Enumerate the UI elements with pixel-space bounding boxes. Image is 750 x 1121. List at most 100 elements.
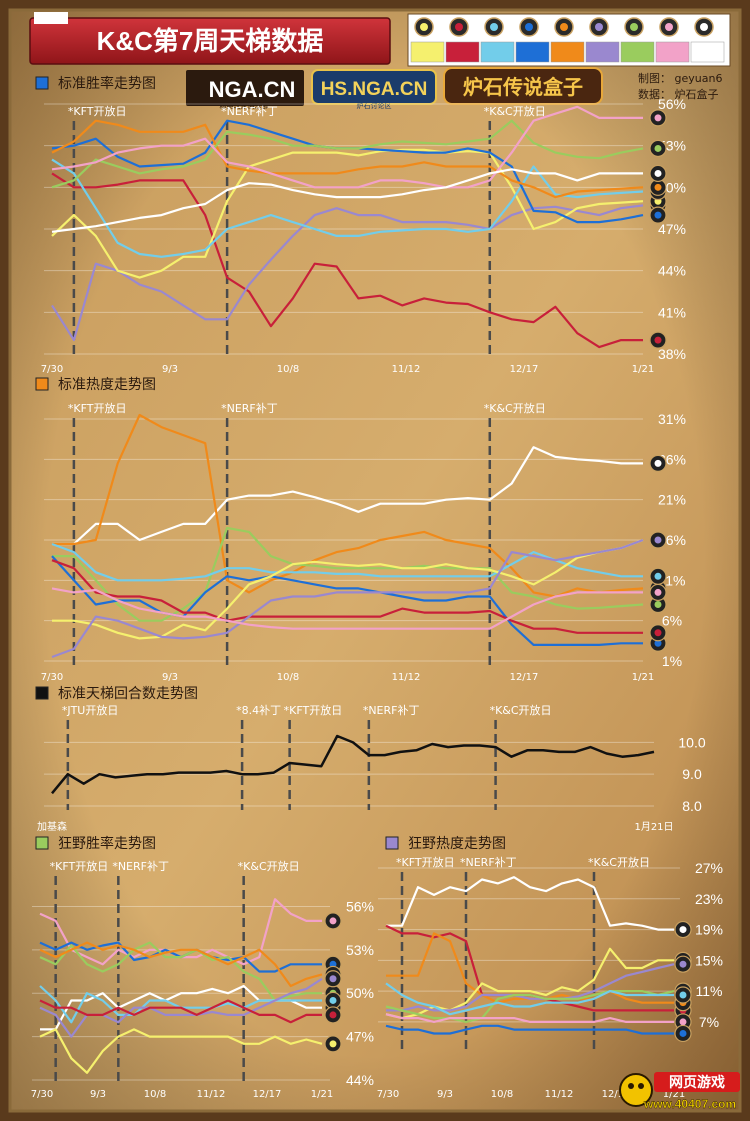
series-line [52, 413, 644, 598]
legend-swatch [410, 41, 445, 63]
series-end-icon [324, 991, 342, 1010]
event-label: *KFT开放日 [396, 855, 455, 869]
series-line [51, 158, 644, 258]
logo-row: NGA.CN 精英玩家俱乐部 HS.NGA.CN 炉石讨论区 炉石传说盒子 制图… [186, 67, 722, 110]
chart-title: 标准天梯回合数走势图 [58, 686, 198, 702]
x-tick-label: 9/3 [162, 672, 178, 683]
y-tick-label: 53% [346, 942, 374, 958]
x-tick-label: 11/12 [392, 364, 421, 375]
y-tick-label: 7% [699, 1014, 719, 1030]
series-line [51, 587, 643, 630]
series-line [51, 119, 644, 199]
event-label: *K&C开放日 [588, 855, 650, 869]
y-tick-label: 23% [695, 891, 723, 907]
credit-author: 制图： geyuan6 [638, 72, 722, 85]
legend-swatch [655, 41, 690, 63]
event-label: *KFT开放日 [284, 703, 343, 717]
mage-icon [484, 17, 504, 37]
chart-title-marker [35, 377, 49, 391]
event-label: *K&C开放日 [484, 401, 546, 415]
rogue-icon [589, 17, 609, 37]
x-tick-label: 1/21 [311, 1089, 333, 1100]
paladin-icon [519, 17, 539, 37]
x-tick-label: 1/21 [632, 672, 654, 683]
y-tick-label: 47% [658, 221, 686, 237]
y-tick-label: 8.0 [682, 798, 702, 814]
frame-border [8, 8, 742, 1113]
series-end-icon [674, 1024, 692, 1043]
series-end-icon [649, 206, 667, 224]
x-tick-label: 7/30 [31, 1089, 53, 1100]
nga-logo: NGA.CN [209, 77, 296, 102]
series-line [52, 446, 643, 546]
y-tick-label: 6% [662, 613, 682, 629]
brand-url: www.40407.com [643, 1097, 736, 1111]
y-tick-label: 27% [695, 860, 723, 876]
title-banner: K&C第7周天梯数据 [29, 12, 391, 65]
series-line [39, 941, 323, 988]
x-tick-label: 10/8 [277, 364, 299, 375]
series-line [51, 168, 643, 233]
event-label: *KFT开放日 [68, 104, 127, 118]
page-title: K&C第7周天梯数据 [97, 26, 324, 56]
series-end-icon [324, 912, 342, 930]
series-end-icon [649, 109, 667, 127]
series-end-icon [674, 986, 692, 1004]
event-label: *NERF补丁 [221, 105, 278, 118]
event-label: *NERF补丁 [112, 860, 169, 873]
series-line [51, 538, 644, 659]
shaman-icon [624, 17, 644, 37]
y-tick-label: 56% [658, 96, 686, 112]
series-end-icon [324, 970, 342, 988]
y-tick-label: 31% [658, 411, 686, 427]
x-tick-label: 9/3 [437, 1089, 453, 1100]
priest-icon [554, 17, 574, 37]
series-end-icon [649, 583, 667, 602]
chart-title-marker [35, 76, 49, 90]
legend-swatch [445, 41, 480, 63]
y-tick-label: 47% [346, 1029, 374, 1045]
chart-title: 标准胜率走势图 [58, 75, 156, 92]
x-tick-label: 7/30 [377, 1089, 399, 1100]
nga-logo-box [186, 70, 304, 106]
credit-source: 数据： 炉石盒子 [638, 87, 719, 101]
chart-title-marker [35, 836, 49, 850]
hs-nga-logo: HS.NGA.CN [321, 79, 428, 100]
chart-title-marker [35, 686, 49, 700]
y-tick-label: 19% [695, 922, 723, 938]
hunter-icon [449, 17, 469, 37]
y-tick-label: 21% [658, 492, 686, 508]
series-line [385, 989, 675, 1024]
x-tick-label: 12/17 [602, 1089, 631, 1100]
event-label: *KFT开放日 [50, 859, 109, 873]
legend-swatch [480, 41, 515, 63]
series-end-icon [649, 595, 667, 614]
chart-title: 狂野热度走势图 [408, 836, 506, 852]
series-line [39, 999, 322, 1024]
series-end-icon [674, 955, 692, 973]
series-end-icon [649, 331, 667, 349]
event-label: *K&C开放日 [490, 703, 552, 717]
series-line [51, 559, 643, 634]
series-end-icon [324, 1035, 342, 1053]
box-logo-box [443, 67, 603, 105]
x-tick-label: 1月21日 [634, 821, 673, 833]
hs-nga-logo-box [311, 69, 437, 105]
chart-title: 狂野胜率走势图 [58, 835, 156, 852]
y-tick-label: 10.0 [678, 734, 705, 750]
legend-swatch [620, 41, 655, 63]
series-end-icon [649, 178, 667, 196]
event-label: *NERF补丁 [221, 402, 278, 415]
x-tick-label: 10/8 [491, 1089, 513, 1100]
x-tick-label: 10/8 [277, 672, 299, 683]
x-tick-label: 11/12 [392, 672, 421, 683]
warlock-icon [659, 17, 679, 37]
y-tick-label: 44% [346, 1072, 374, 1088]
y-tick-label: 9.0 [682, 766, 702, 782]
x-tick-label: 12/17 [253, 1089, 282, 1100]
y-tick-label: 38% [658, 346, 686, 362]
x-tick-label: 加基森 [37, 820, 67, 833]
series-line [51, 119, 644, 189]
chart-title: 标准热度走势图 [58, 377, 156, 393]
series-line [51, 555, 643, 647]
